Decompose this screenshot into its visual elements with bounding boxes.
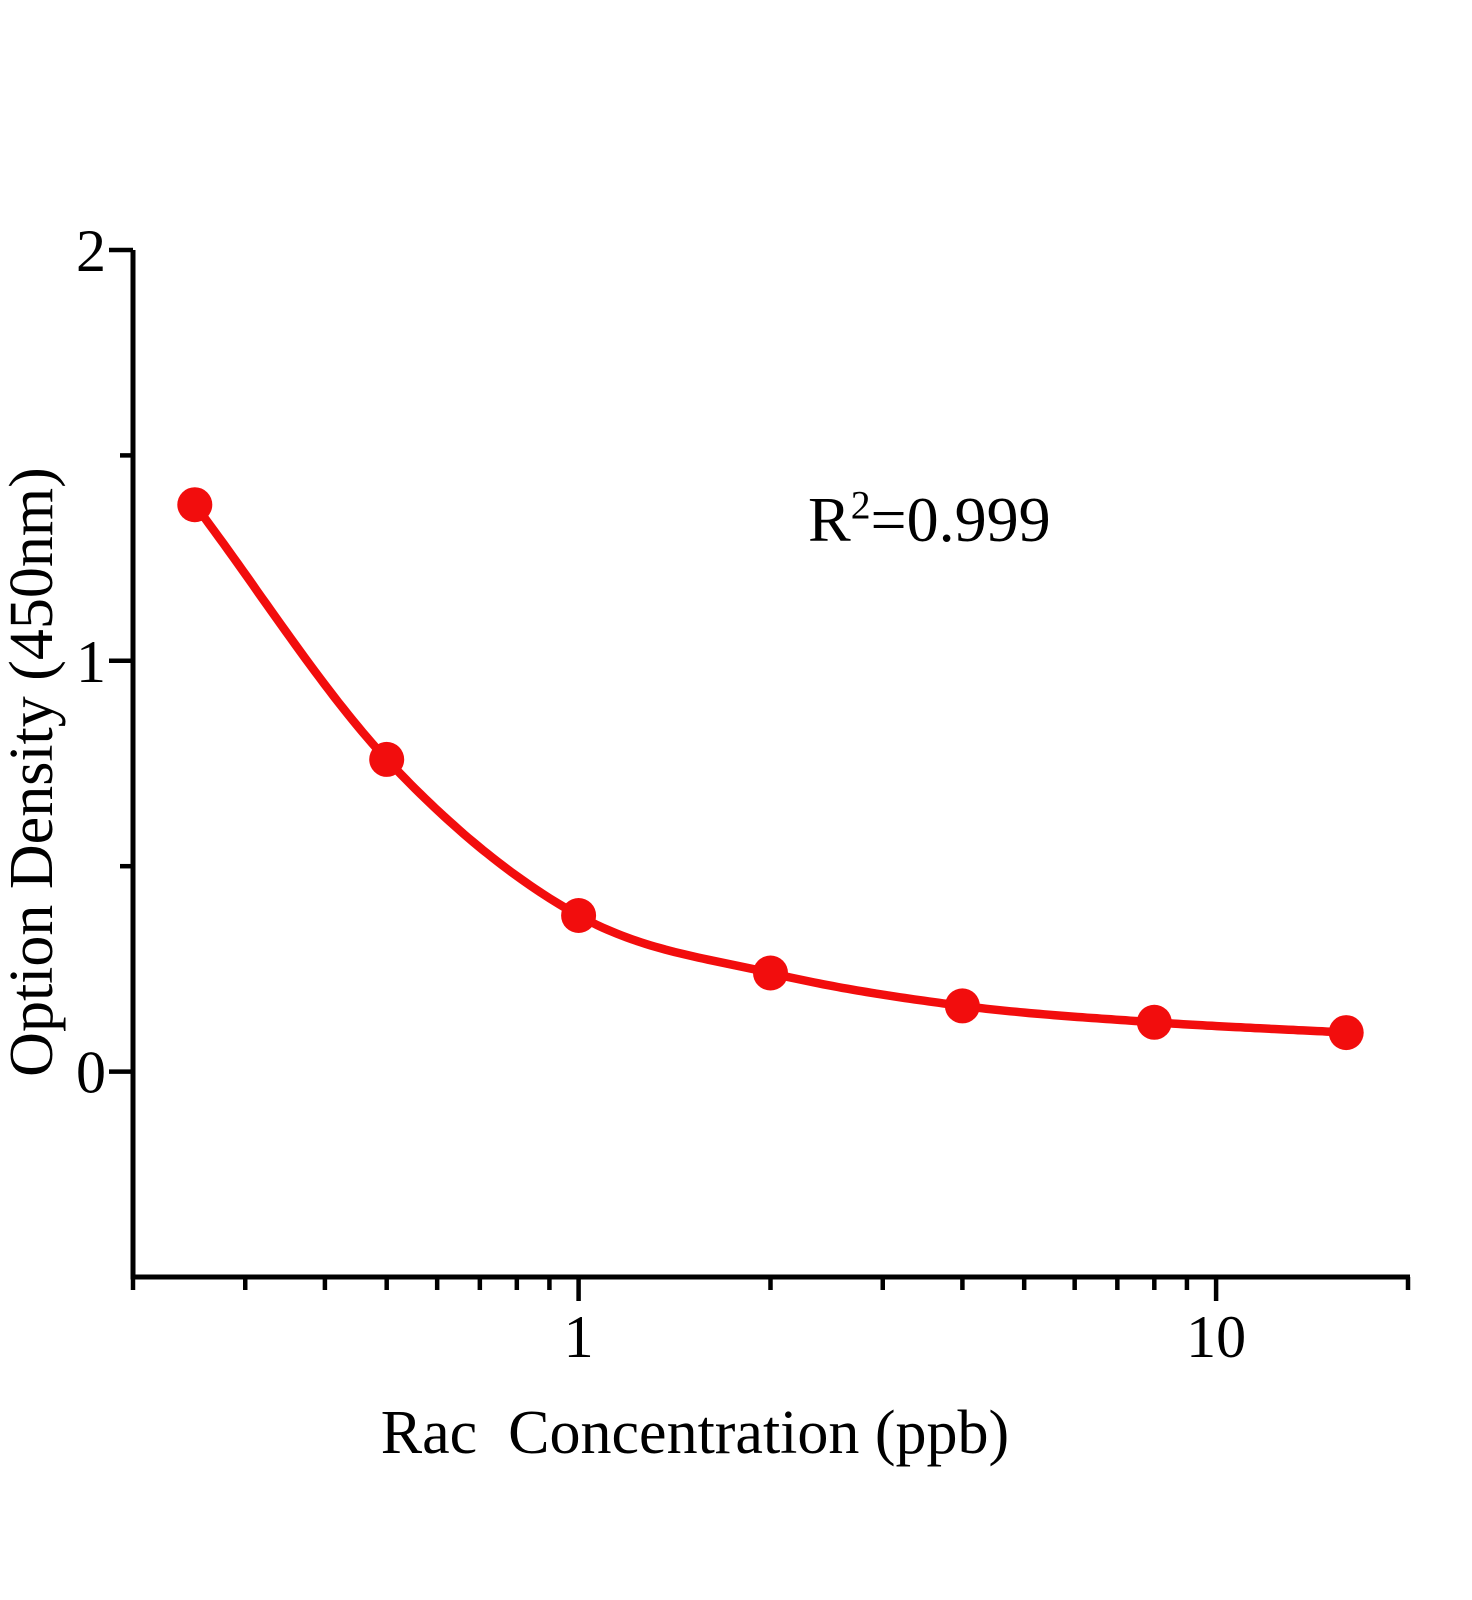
x-tick-label: 10	[1186, 1304, 1246, 1370]
data-point	[1136, 1004, 1172, 1040]
data-point	[561, 898, 597, 933]
r-squared-annotation: R2=0.999	[808, 483, 1051, 557]
data-point	[944, 988, 980, 1024]
y-tick-label: 0	[76, 1040, 106, 1106]
y-tick-label: 2	[76, 218, 106, 284]
y-axis-title: Option Density (450nm)	[0, 467, 66, 1077]
data-point	[1328, 1015, 1364, 1051]
fit-curve	[190, 500, 1351, 1037]
data-point	[753, 955, 788, 991]
y-tick-label: 1	[76, 629, 106, 695]
data-point	[177, 487, 213, 523]
r-squared-value: =0.999	[870, 484, 1051, 555]
x-tick-label: 1	[564, 1304, 594, 1370]
data-point	[369, 741, 405, 777]
r-squared-sup: 2	[850, 483, 871, 528]
r-squared-base: R	[808, 484, 851, 555]
axes-lines	[130, 250, 1410, 1280]
x-axis-title: Rac Concentration (ppb)	[380, 1399, 1010, 1467]
